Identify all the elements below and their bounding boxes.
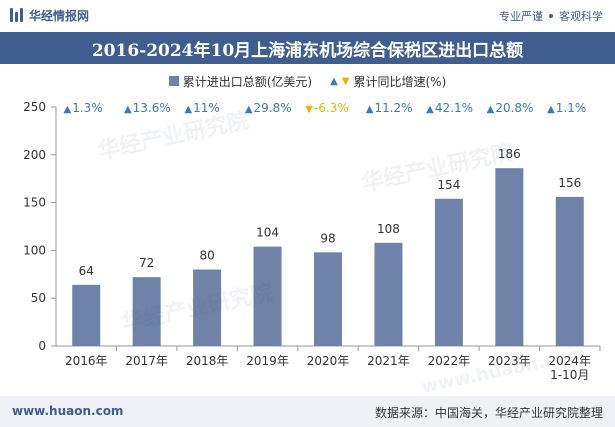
triangle-up-icon: ▲: [547, 104, 555, 115]
growth-label: 11%: [193, 101, 220, 115]
slogan: 专业严谨 客观科学: [499, 8, 603, 24]
triangle-up-icon: ▲: [184, 104, 192, 115]
bar-value-label: 156: [558, 176, 581, 190]
chart-title-bar: 2016-2024年10月上海浦东机场综合保税区进出口总额: [0, 32, 615, 64]
triangle-up-icon: ▲: [426, 104, 434, 115]
growth-label: 1.1%: [556, 101, 587, 115]
slogan-left: 专业严谨: [499, 10, 543, 23]
x-tick-label: 2016年: [65, 354, 108, 368]
growth-label: 20.8%: [495, 101, 533, 115]
growth-label: 11.2%: [374, 101, 412, 115]
x-tick-label: 2021年: [367, 354, 410, 368]
top-bar: 华经情报网 专业严谨 客观科学: [0, 0, 615, 30]
triangle-up-icon: ▲: [245, 104, 253, 115]
logo-bars-icon: [10, 8, 23, 22]
bar-value-label: 108: [377, 222, 400, 236]
bar: [132, 277, 161, 346]
triangle-up-icon: ▲: [330, 75, 338, 87]
bar: [434, 198, 463, 346]
x-tick-label: 2017年: [125, 354, 168, 368]
chart-title: 2016-2024年10月上海浦东机场综合保税区进出口总额: [91, 40, 524, 61]
growth-label: 29.8%: [254, 101, 292, 115]
x-tick-label: 2022年: [428, 354, 471, 368]
bar-value-label: 72: [139, 256, 154, 270]
legend-item-total: 累计进出口总额(亿美元): [168, 73, 313, 90]
y-tick-label: 0: [38, 339, 46, 353]
x-tick-label: 1-10月: [550, 368, 589, 382]
y-tick-label: 100: [23, 243, 46, 257]
bar-value-label: 64: [79, 264, 94, 278]
x-tick-label: 2024年: [549, 354, 592, 368]
bar: [253, 246, 282, 346]
dot-icon: [549, 14, 553, 18]
legend: 累计进出口总额(亿美元) ▲ ▼ 累计同比增速(%): [0, 72, 615, 90]
slogan-right: 客观科学: [559, 10, 603, 23]
footer: www.huaon.com 数据来源：中国海关，华经产业研究院整理: [0, 396, 615, 427]
bar: [314, 252, 342, 346]
triangle-down-icon: ▼: [305, 104, 313, 115]
bar: [555, 196, 584, 346]
triangle-up-icon: ▲: [487, 104, 495, 115]
growth-label: 13.6%: [133, 101, 171, 115]
legend-item-growth: ▲ ▼ 累计同比增速(%): [330, 73, 446, 90]
bar-value-label: 186: [498, 147, 521, 161]
triangle-up-icon: ▲: [124, 104, 132, 115]
x-tick-label: 2023年: [488, 354, 531, 368]
y-tick-label: 250: [23, 100, 46, 114]
x-tick-label: 2020年: [307, 354, 350, 368]
footer-url: www.huaon.com: [12, 404, 124, 418]
bar-value-label: 80: [199, 249, 214, 263]
growth-label: 1.3%: [72, 101, 103, 115]
legend-label-total: 累计进出口总额(亿美元): [182, 74, 313, 89]
x-tick-label: 2018年: [186, 354, 229, 368]
logo: 华经情报网: [10, 6, 89, 24]
bar: [495, 168, 524, 346]
growth-label: -6.3%: [314, 101, 349, 115]
bar-value-label: 98: [320, 231, 335, 245]
bar-value-label: 104: [256, 226, 279, 240]
bar-value-label: 154: [437, 178, 460, 192]
bar: [374, 242, 403, 346]
legend-label-growth: 累计同比增速(%): [353, 74, 447, 89]
bar: [193, 269, 222, 346]
triangle-up-icon: ▲: [366, 104, 374, 115]
bar: [72, 284, 101, 346]
y-tick-label: 150: [23, 196, 46, 210]
legend-swatch-icon: [168, 76, 179, 86]
logo-text: 华经情报网: [29, 8, 90, 23]
triangle-up-icon: ▲: [64, 104, 72, 115]
growth-label: 42.1%: [435, 101, 473, 115]
y-tick-label: 50: [31, 291, 46, 305]
x-tick-label: 2019年: [246, 354, 289, 368]
triangle-down-icon: ▼: [341, 75, 350, 87]
y-tick-label: 200: [23, 148, 46, 162]
footer-source: 数据来源：中国海关，华经产业研究院整理: [374, 406, 603, 420]
